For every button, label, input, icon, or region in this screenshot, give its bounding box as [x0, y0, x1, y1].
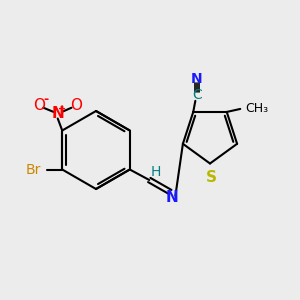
Text: O: O: [33, 98, 45, 113]
Text: C: C: [192, 88, 202, 102]
Text: H: H: [151, 166, 161, 179]
Text: +: +: [58, 103, 66, 114]
Text: -: -: [43, 92, 48, 106]
Text: CH₃: CH₃: [245, 102, 268, 116]
Text: N: N: [51, 106, 64, 122]
Text: N: N: [191, 72, 203, 86]
Text: N: N: [165, 190, 178, 205]
Text: S: S: [206, 169, 217, 184]
Text: Br: Br: [26, 163, 41, 176]
Text: O: O: [70, 98, 82, 113]
